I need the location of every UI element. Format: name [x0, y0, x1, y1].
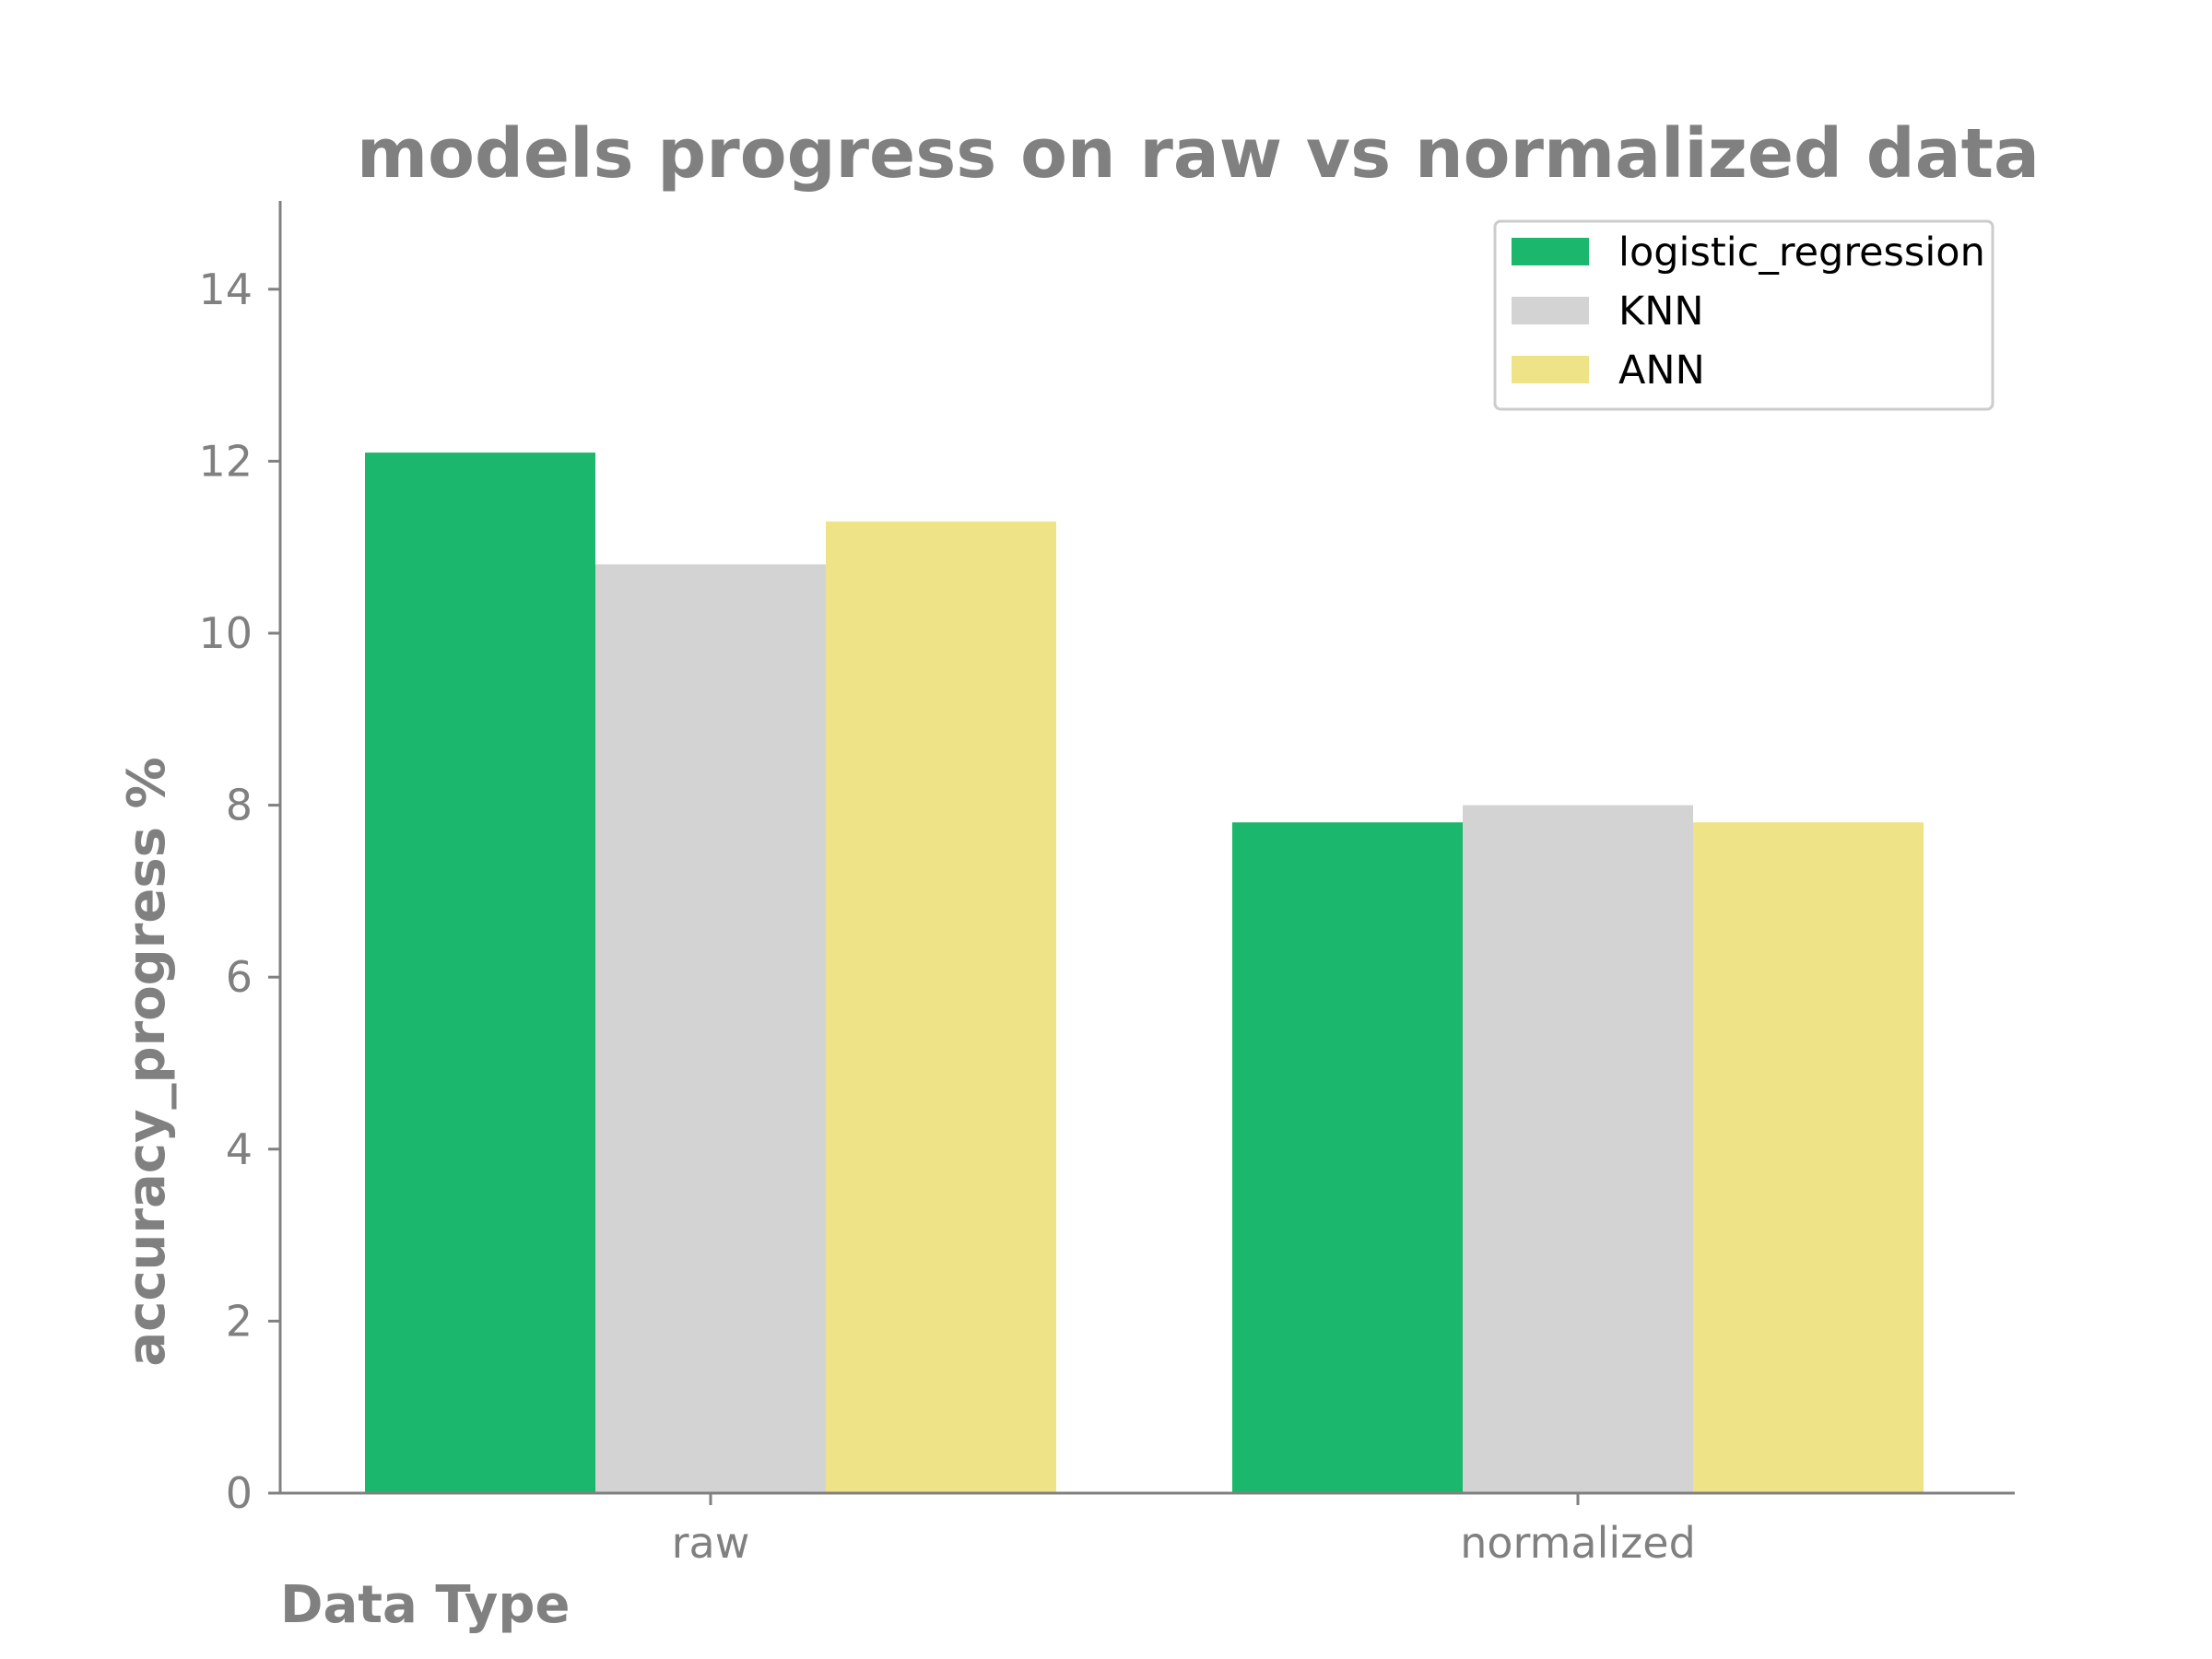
legend-swatch-ann — [1512, 356, 1589, 383]
legend: logistic_regression KNN ANN — [1493, 219, 1994, 411]
y-tick-label: 2 — [226, 1296, 253, 1346]
y-tick-label: 10 — [198, 608, 253, 658]
y-tick-label: 14 — [198, 265, 253, 314]
bars — [365, 453, 1924, 1494]
bar-knn-raw — [595, 564, 826, 1493]
y-tick-label: 6 — [226, 952, 253, 1002]
legend-swatch-knn — [1512, 297, 1589, 324]
chart-title: models progress on raw vs normalized dat… — [357, 114, 2040, 194]
x-tick-label-raw: raw — [672, 1518, 750, 1568]
y-tick-label: 12 — [198, 436, 253, 486]
legend-frame — [1493, 219, 1994, 411]
y-tick-label: 8 — [226, 781, 253, 830]
x-axis-label: Data Type — [280, 1575, 570, 1635]
bar-logistic-regression-normalized — [1232, 822, 1463, 1493]
x-axis-ticks: raw normalized — [672, 1493, 1696, 1568]
legend-label-knn: KNN — [1618, 288, 1704, 335]
legend-label-ann: ANN — [1618, 347, 1705, 394]
bar-ann-raw — [826, 521, 1056, 1494]
x-tick-label-normalized: normalized — [1460, 1518, 1696, 1568]
bar-logistic-regression-raw — [365, 453, 595, 1493]
legend-label-logistic-regression: logistic_regression — [1618, 229, 1985, 276]
y-axis-label: accuracy_progress % — [117, 757, 177, 1366]
legend-swatch-logistic-regression — [1512, 238, 1589, 265]
y-axis-ticks: 0 2 4 6 8 10 12 14 — [198, 265, 280, 1518]
bar-knn-normalized — [1463, 805, 1693, 1493]
y-tick-label: 0 — [226, 1468, 253, 1518]
bar-ann-normalized — [1693, 822, 1924, 1493]
y-tick-label: 4 — [226, 1124, 253, 1174]
